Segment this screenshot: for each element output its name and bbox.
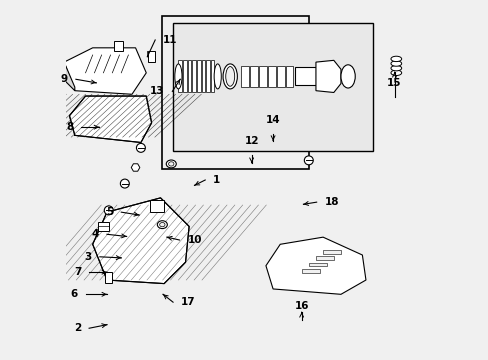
Ellipse shape: [136, 143, 145, 152]
Bar: [308, 263, 326, 266]
Text: 15: 15: [386, 78, 401, 88]
Text: 3: 3: [84, 252, 92, 262]
Bar: [267, 66, 275, 87]
Bar: [173, 23, 372, 152]
Text: 4: 4: [92, 229, 99, 239]
Text: 14: 14: [265, 114, 280, 125]
Bar: [197, 60, 200, 93]
Ellipse shape: [390, 66, 401, 71]
Bar: [323, 250, 340, 253]
Text: 5: 5: [106, 207, 113, 217]
Bar: [276, 66, 284, 87]
Text: 13: 13: [150, 86, 164, 96]
Ellipse shape: [160, 222, 164, 227]
Polygon shape: [265, 237, 365, 294]
Ellipse shape: [225, 67, 234, 86]
Ellipse shape: [175, 64, 182, 89]
Ellipse shape: [166, 160, 176, 168]
Bar: [114, 41, 123, 51]
Bar: [258, 66, 266, 87]
Bar: [192, 60, 196, 93]
Ellipse shape: [214, 64, 221, 89]
Ellipse shape: [390, 61, 401, 66]
Bar: [98, 222, 108, 231]
Text: 8: 8: [66, 122, 73, 132]
Bar: [285, 66, 293, 87]
Text: 6: 6: [70, 289, 78, 299]
Ellipse shape: [157, 221, 167, 229]
Bar: [315, 256, 333, 260]
Ellipse shape: [104, 206, 113, 215]
Polygon shape: [64, 48, 146, 94]
Bar: [149, 200, 164, 212]
Polygon shape: [93, 198, 189, 284]
Bar: [105, 272, 112, 283]
Polygon shape: [131, 164, 140, 171]
Bar: [187, 60, 191, 93]
Bar: [201, 60, 205, 93]
Ellipse shape: [304, 156, 313, 165]
Text: 11: 11: [163, 35, 177, 45]
Bar: [206, 60, 209, 93]
Bar: [210, 60, 214, 93]
Text: 16: 16: [294, 301, 308, 311]
Bar: [148, 51, 155, 62]
Bar: [241, 66, 248, 87]
Text: 7: 7: [74, 267, 81, 277]
Text: 12: 12: [244, 136, 258, 146]
Polygon shape: [315, 60, 340, 93]
Bar: [178, 60, 182, 93]
Bar: [183, 60, 186, 93]
Ellipse shape: [120, 179, 129, 188]
Bar: [301, 269, 319, 273]
Ellipse shape: [390, 70, 401, 76]
Bar: [249, 66, 257, 87]
Polygon shape: [69, 96, 151, 143]
Text: 18: 18: [324, 197, 338, 207]
Text: 17: 17: [181, 297, 195, 307]
Text: 9: 9: [61, 74, 68, 84]
Polygon shape: [64, 62, 75, 91]
Bar: [294, 67, 315, 85]
Ellipse shape: [168, 162, 174, 166]
Text: 2: 2: [74, 323, 81, 333]
Text: 1: 1: [213, 175, 220, 185]
Ellipse shape: [340, 65, 354, 88]
Bar: [162, 16, 308, 169]
Ellipse shape: [223, 64, 237, 89]
Ellipse shape: [390, 56, 401, 62]
Text: 10: 10: [187, 235, 202, 245]
